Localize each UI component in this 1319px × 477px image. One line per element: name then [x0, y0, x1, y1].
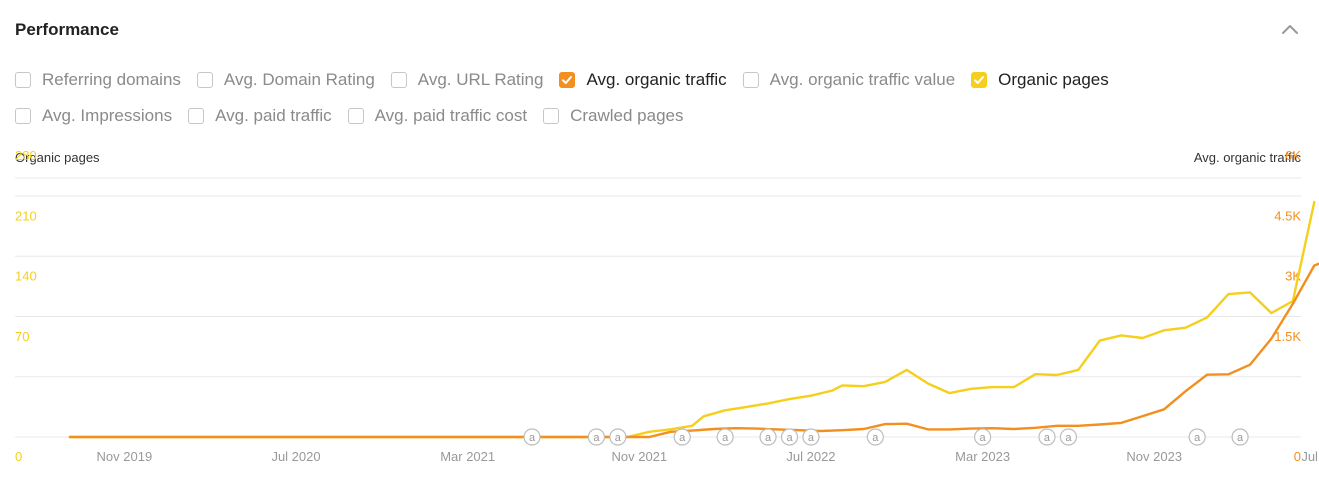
x-tick-label: Jul 2022: [786, 449, 835, 464]
filter-crawled-pages[interactable]: Crawled pages: [543, 106, 684, 126]
annotation-marker: [587, 428, 606, 446]
filter-avg-organic-traffic[interactable]: Avg. organic traffic: [559, 70, 727, 90]
check-icon: [562, 76, 573, 84]
checkbox-label: Crawled pages: [570, 106, 684, 125]
filter-avg-organic-traffic-value[interactable]: Avg. organic traffic value: [742, 70, 956, 90]
right-axis-title: Avg. organic traffic: [1193, 150, 1301, 165]
x-tick-label: Mar 2021: [440, 449, 495, 464]
checkbox[interactable]: [390, 72, 407, 88]
filter-avg-url-rating[interactable]: Avg. URL Rating: [390, 70, 544, 90]
annotation-marker-label: a: [980, 432, 987, 444]
filter-referring-domains[interactable]: Referring domains: [15, 70, 181, 90]
annotation-marker-label: a: [1237, 432, 1244, 444]
series-line-organic-pages: [68, 200, 1316, 439]
annotation-marker: [609, 428, 627, 446]
annotation-marker: [1188, 428, 1206, 446]
annotation-marker: [1038, 428, 1056, 446]
annotation-marker-label: a: [786, 432, 793, 444]
left-tick-label: 140: [15, 269, 37, 284]
x-tick-label: Jul 2024: [1301, 449, 1319, 464]
left-tick-label: 280: [15, 148, 37, 163]
annotation-marker: [716, 428, 734, 446]
filter-row: Avg. Impressions Avg. paid traffic Avg. pa…: [15, 103, 1305, 129]
annotation-marker: [523, 428, 541, 446]
checkbox[interactable]: [543, 108, 560, 124]
checkbox[interactable]: [15, 108, 31, 124]
x-tick-label: Mar 2023: [955, 449, 1010, 464]
annotation-marker: [974, 428, 992, 446]
left-tick-label: 0: [15, 449, 22, 464]
checkbox-label: Organic pages: [998, 70, 1109, 89]
filter-avg-domain-rating[interactable]: Avg. Domain Rating: [196, 70, 375, 90]
x-tick-label: Nov 2019: [97, 449, 153, 464]
checkbox[interactable]: [559, 72, 576, 88]
annotation-marker: [866, 428, 884, 446]
checkbox-label: Avg. organic traffic value: [769, 70, 956, 89]
filter-avg-paid-traffic[interactable]: Avg. paid traffic: [188, 106, 332, 126]
annotation-marker-label: a: [529, 432, 536, 444]
x-tick-label: Jul 2020: [271, 449, 320, 464]
filter-organic-pages[interactable]: Organic pages: [971, 70, 1109, 90]
right-tick-label: 0: [1294, 449, 1301, 464]
annotation-marker-label: a: [615, 432, 622, 444]
filter-avg-impressions[interactable]: Avg. Impressions: [15, 106, 172, 126]
annotation-marker: [1059, 428, 1078, 446]
check-icon: [974, 76, 985, 84]
annotation-marker: [780, 428, 799, 446]
annotation-marker: [673, 428, 691, 446]
series-line-avg-organic-traffic: [68, 262, 1319, 439]
checkbox[interactable]: [971, 72, 988, 88]
annotation-marker-label: a: [1044, 432, 1051, 444]
annotation-marker-label: a: [722, 432, 729, 444]
annotation-marker-label: a: [679, 432, 686, 444]
annotation-marker-label: a: [872, 432, 879, 444]
right-tick-label: 1.5K: [1274, 329, 1301, 344]
annotation-marker: [759, 428, 777, 446]
x-tick-label: Nov 2021: [611, 449, 667, 464]
right-tick-label: 4.5K: [1274, 208, 1301, 223]
annotation-marker: [802, 428, 820, 446]
annotation-marker-label: a: [1065, 432, 1072, 444]
left-tick-label: 70: [15, 329, 29, 344]
checkbox-label: Avg. paid traffic cost: [374, 106, 528, 125]
annotation-marker-label: a: [765, 432, 772, 444]
filter-avg-paid-traffic-cost[interactable]: Avg. paid traffic cost: [347, 106, 528, 126]
checkbox[interactable]: [15, 72, 31, 88]
filter-row: Referring domains Avg. Domain Rating Avg. …: [15, 67, 1305, 93]
metric-filters: Referring domains Avg. Domain Rating Avg. …: [15, 67, 1305, 139]
annotation-marker: [1231, 428, 1249, 446]
checkbox[interactable]: [188, 108, 205, 124]
left-tick-label: 210: [15, 208, 37, 223]
checkbox[interactable]: [347, 108, 364, 124]
checkbox-label: Avg. Domain Rating: [223, 70, 375, 89]
annotation-marker-label: a: [593, 432, 600, 444]
checkbox-label: Avg. URL Rating: [417, 70, 544, 89]
checkbox-label: Avg. Impressions: [42, 106, 173, 125]
annotation-marker-label: a: [1194, 432, 1201, 444]
checkbox-label: Avg. paid traffic: [215, 106, 332, 125]
checkbox[interactable]: [196, 72, 213, 88]
chevron-up-icon[interactable]: [1278, 18, 1302, 42]
checkbox[interactable]: [742, 72, 759, 88]
left-axis-title: Organic pages: [15, 150, 100, 165]
page-title: Performance: [15, 20, 119, 39]
annotation-marker-label: a: [808, 432, 815, 444]
x-tick-label: Nov 2023: [1126, 449, 1182, 464]
checkbox-label: Avg. organic traffic: [586, 70, 727, 89]
right-tick-label: 6K: [1285, 148, 1301, 163]
checkbox-label: Referring domains: [42, 70, 181, 89]
